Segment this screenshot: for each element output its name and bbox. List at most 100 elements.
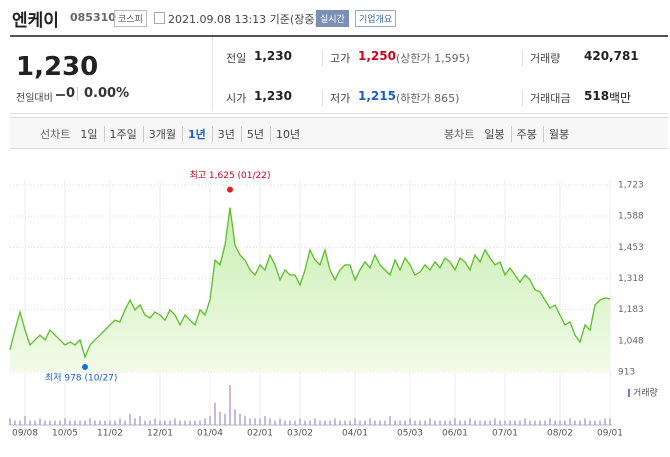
volume-bar: [139, 416, 141, 425]
volume-bar: [334, 418, 336, 425]
volume-bar: [184, 420, 186, 425]
volume-bar: [434, 420, 436, 425]
current-price: 1,230: [16, 52, 99, 82]
volume-bar: [354, 418, 356, 425]
period-tab[interactable]: 일봉: [484, 128, 505, 141]
y-tick-label: 1,318: [618, 274, 644, 284]
realtime-button[interactable]: 실시간: [316, 10, 349, 27]
volume-bar: [414, 420, 416, 425]
low-label: 저가: [330, 92, 351, 105]
volume-bar: [514, 420, 516, 425]
volume-bar: [289, 420, 291, 425]
volume-bar: [379, 420, 381, 425]
volume-bar: [29, 420, 31, 425]
high-marker: [227, 186, 233, 193]
volume-bar: [144, 420, 146, 425]
period-tab[interactable]: 주봉: [510, 126, 537, 142]
volume-bar: [424, 420, 426, 425]
volume-bar: [324, 420, 326, 425]
volume-bar: [579, 420, 581, 425]
volume-bar: [534, 420, 536, 425]
open: 1,230: [254, 89, 292, 103]
high: 1,250: [358, 49, 396, 63]
volume-bar: [169, 420, 171, 425]
x-tick-label: 08/02: [547, 429, 573, 439]
volume-bar: [89, 418, 91, 425]
volume-bar: [269, 418, 271, 425]
x-tick-label: 09/08: [12, 429, 38, 439]
volume-bar: [54, 420, 56, 425]
volume-bar: [264, 416, 266, 425]
volume-bar: [114, 420, 116, 425]
volume-bar: [104, 420, 106, 425]
prev-close: 1,230: [254, 49, 292, 63]
x-tick-label: 07/01: [492, 429, 518, 439]
volume-bar: [134, 418, 136, 425]
volume-bar: [199, 420, 201, 425]
divider: [322, 50, 323, 66]
volume-legend-icon: [628, 389, 630, 397]
volume-bar: [284, 420, 286, 425]
tab-group-label: 선차트: [40, 128, 71, 141]
x-tick-label: 04/01: [342, 429, 368, 439]
doc-icon: [154, 12, 165, 24]
volume-bar: [584, 418, 586, 425]
period-tab[interactable]: 1주일: [103, 126, 137, 142]
period-tab[interactable]: 5년: [240, 126, 264, 142]
volume-bar: [484, 420, 486, 425]
volume-bar: [14, 420, 16, 425]
volume-bar: [44, 420, 46, 425]
volume-bar: [209, 416, 211, 425]
volume-bar: [524, 418, 526, 425]
volume-bar: [189, 420, 191, 425]
volume-bar: [574, 420, 576, 425]
period-tab[interactable]: 1일: [80, 128, 98, 141]
volume-bar: [224, 413, 226, 425]
low-marker: [82, 363, 88, 370]
volume-bar: [604, 418, 606, 425]
volume-bar: [79, 420, 81, 425]
volume-bar: [64, 418, 66, 425]
period-tab[interactable]: 1년: [182, 126, 206, 142]
volume-bar: [94, 420, 96, 425]
company-info-button[interactable]: 기업개요: [355, 10, 397, 27]
volume-bar: [149, 420, 151, 425]
period-tab[interactable]: 3년: [211, 126, 235, 142]
volume-bar: [229, 385, 231, 425]
amount: 518: [584, 89, 610, 103]
price-line: [9, 207, 611, 359]
line-tabs: 선차트 1일 1주일 3개월 1년 3년 5년 10년: [40, 126, 300, 142]
volume-bar: [164, 420, 166, 425]
volume-bar: [214, 402, 216, 425]
volume-bar: [554, 420, 556, 425]
volume-bar: [494, 418, 496, 425]
volume-bar: [274, 420, 276, 425]
volume-bar: [254, 418, 256, 425]
tab-group-label: 봉차트: [444, 128, 475, 141]
volume-bar: [374, 420, 376, 425]
divider: [522, 90, 523, 106]
volume-bar: [499, 420, 501, 425]
volume-bar: [399, 420, 401, 425]
candle-tabs: 봉차트 일봉 주봉 월봉: [444, 126, 569, 142]
change-pct: 0.00%: [84, 86, 130, 101]
volume-bar: [304, 420, 306, 425]
market-badge: 코스피: [114, 10, 147, 27]
period-tab[interactable]: 3개월: [142, 126, 176, 142]
volume-bar: [19, 420, 21, 425]
volume-bar: [259, 418, 261, 425]
volume-bar: [444, 420, 446, 425]
volume-bar: [99, 420, 101, 425]
period-tab[interactable]: 월봉: [542, 126, 569, 142]
lower-limit: (하한가 865): [396, 92, 460, 105]
x-tick-label: 06/01: [442, 429, 468, 439]
volume-bar: [609, 418, 611, 425]
volume-bar: [24, 416, 26, 425]
period-tab[interactable]: 10년: [270, 126, 300, 142]
x-tick-label: 11/02: [97, 429, 123, 439]
x-tick-label: 05/03: [397, 429, 423, 439]
volume-bar: [519, 420, 521, 425]
high-annotation: 최고 1,625 (01/22): [189, 170, 270, 181]
volume-bar: [394, 420, 396, 425]
